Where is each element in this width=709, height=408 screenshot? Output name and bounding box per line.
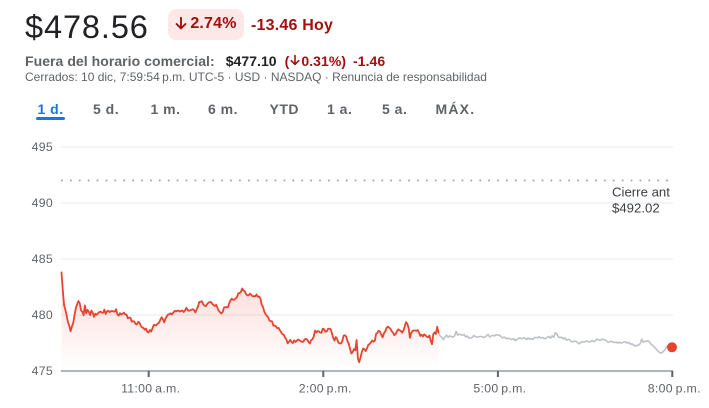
svg-text:5:00 p.m.: 5:00 p.m.	[473, 382, 526, 396]
svg-text:490: 490	[32, 196, 53, 210]
svg-text:8:00 p.m.: 8:00 p.m.	[648, 382, 701, 396]
svg-text:Cierre ant: Cierre ant	[612, 185, 670, 200]
svg-text:480: 480	[32, 308, 53, 322]
svg-text:2:00 p.m.: 2:00 p.m.	[299, 382, 352, 396]
svg-text:$492.02: $492.02	[612, 201, 660, 216]
svg-text:11:00 a.m.: 11:00 a.m.	[121, 382, 180, 396]
svg-text:475: 475	[32, 364, 53, 378]
svg-text:495: 495	[32, 140, 53, 154]
svg-text:485: 485	[32, 252, 53, 266]
